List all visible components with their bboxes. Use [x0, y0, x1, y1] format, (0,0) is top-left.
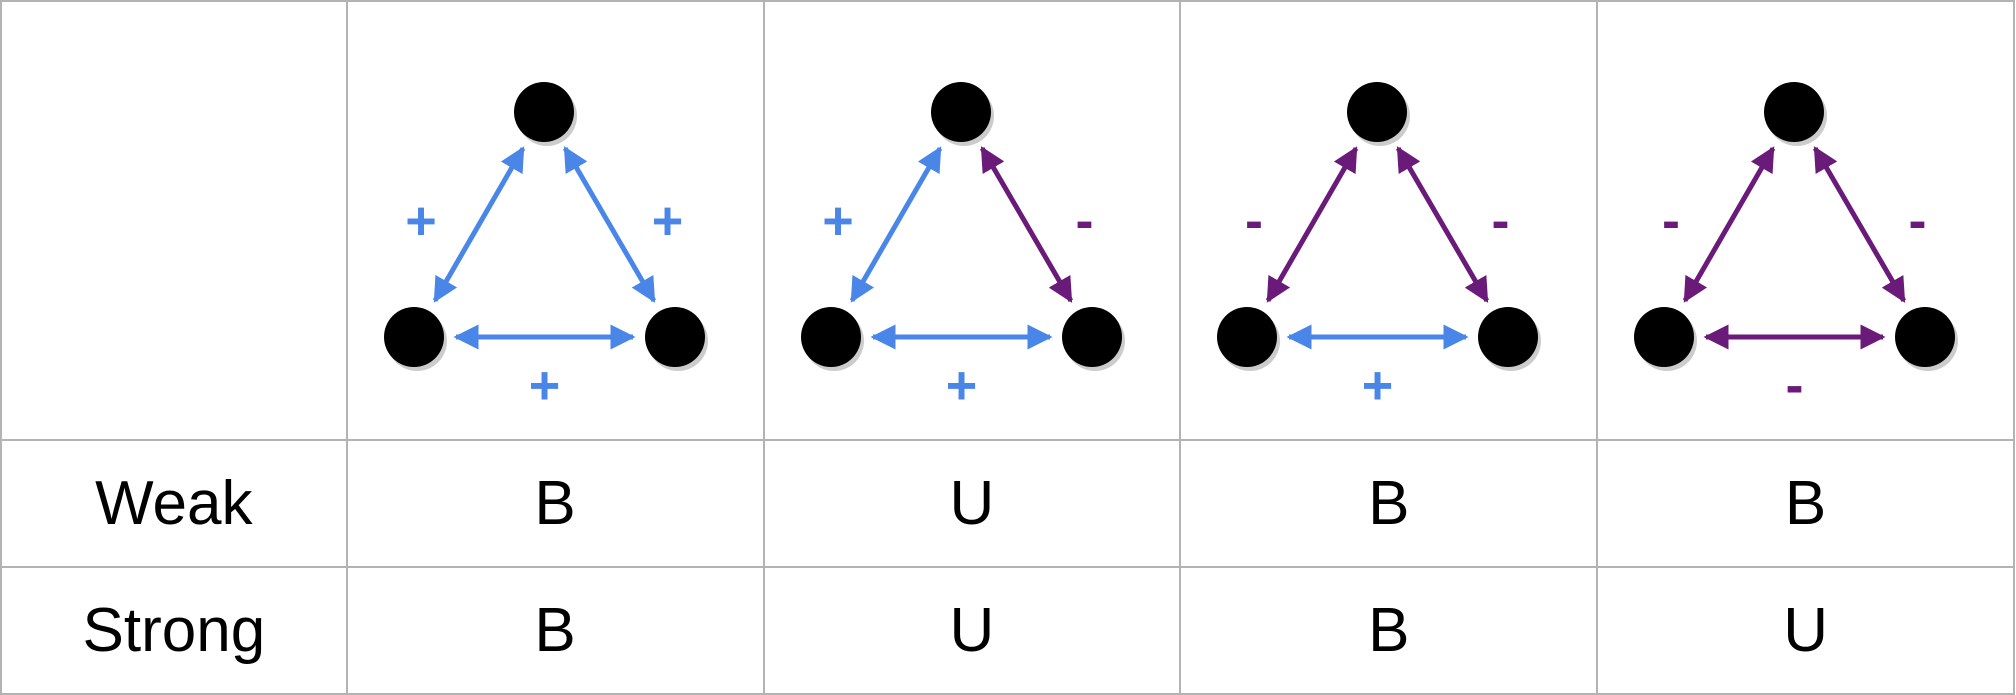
- row-label-strong: Strong: [0, 566, 348, 695]
- edge-right: [1813, 146, 1907, 303]
- node-top: [513, 82, 574, 142]
- edge-right: [979, 146, 1073, 303]
- node-left: [1217, 307, 1278, 367]
- strong-value-4: U: [1596, 566, 2015, 695]
- edge-right: [1396, 146, 1490, 303]
- node-top: [1764, 82, 1825, 142]
- triad-cell-1: + + +: [345, 0, 765, 441]
- edge-sign-right: -: [1492, 191, 1510, 251]
- node-right: [1478, 307, 1539, 367]
- weak-value-4: B: [1596, 439, 2015, 568]
- triad-diagram-1: + + +: [383, 82, 708, 415]
- triad-diagram-2: + - +: [800, 82, 1125, 415]
- node-left: [1634, 307, 1695, 367]
- row-label-weak: Weak: [0, 439, 348, 568]
- edge-sign-bottom: +: [1362, 355, 1394, 415]
- header-empty-cell: [0, 0, 348, 441]
- triad-cell-2: + - +: [762, 0, 1182, 441]
- weak-value-2: U: [762, 439, 1182, 568]
- triad-row: + + + + - + - - + - - -: [0, 0, 2015, 441]
- node-right: [644, 307, 705, 367]
- edge-sign-right: -: [1075, 191, 1093, 251]
- edge-left: [432, 146, 525, 303]
- strong-value-3: B: [1179, 566, 1599, 695]
- edge-sign-right: -: [1909, 191, 1927, 251]
- edge-sign-left: +: [822, 191, 854, 251]
- edge-right: [562, 146, 656, 303]
- node-top: [930, 82, 991, 142]
- edge-sign-left: -: [1245, 191, 1263, 251]
- weak-value-1: B: [345, 439, 765, 568]
- strong-balance-row: Strong B U B U: [0, 566, 2015, 695]
- edge-left: [849, 146, 942, 303]
- triad-cell-4: - - -: [1596, 0, 2015, 441]
- node-left: [800, 307, 861, 367]
- node-left: [383, 307, 444, 367]
- edge-sign-right: +: [651, 191, 683, 251]
- weak-balance-row: Weak B U B B: [0, 439, 2015, 568]
- edge-sign-bottom: +: [945, 355, 977, 415]
- node-right: [1061, 307, 1122, 367]
- strong-value-2: U: [762, 566, 1182, 695]
- edge-sign-bottom: -: [1786, 355, 1804, 415]
- edge-left: [1683, 146, 1776, 303]
- triad-cell-3: - - +: [1179, 0, 1599, 441]
- edge-sign-left: -: [1662, 191, 1680, 251]
- triad-diagram-3: - - +: [1217, 82, 1542, 415]
- edge-left: [1266, 146, 1359, 303]
- weak-value-3: B: [1179, 439, 1599, 568]
- node-top: [1347, 82, 1408, 142]
- strong-value-1: B: [345, 566, 765, 695]
- node-right: [1895, 307, 1956, 367]
- edge-sign-bottom: +: [528, 355, 560, 415]
- edge-sign-left: +: [405, 191, 437, 251]
- triad-diagram-4: - - -: [1634, 82, 1959, 415]
